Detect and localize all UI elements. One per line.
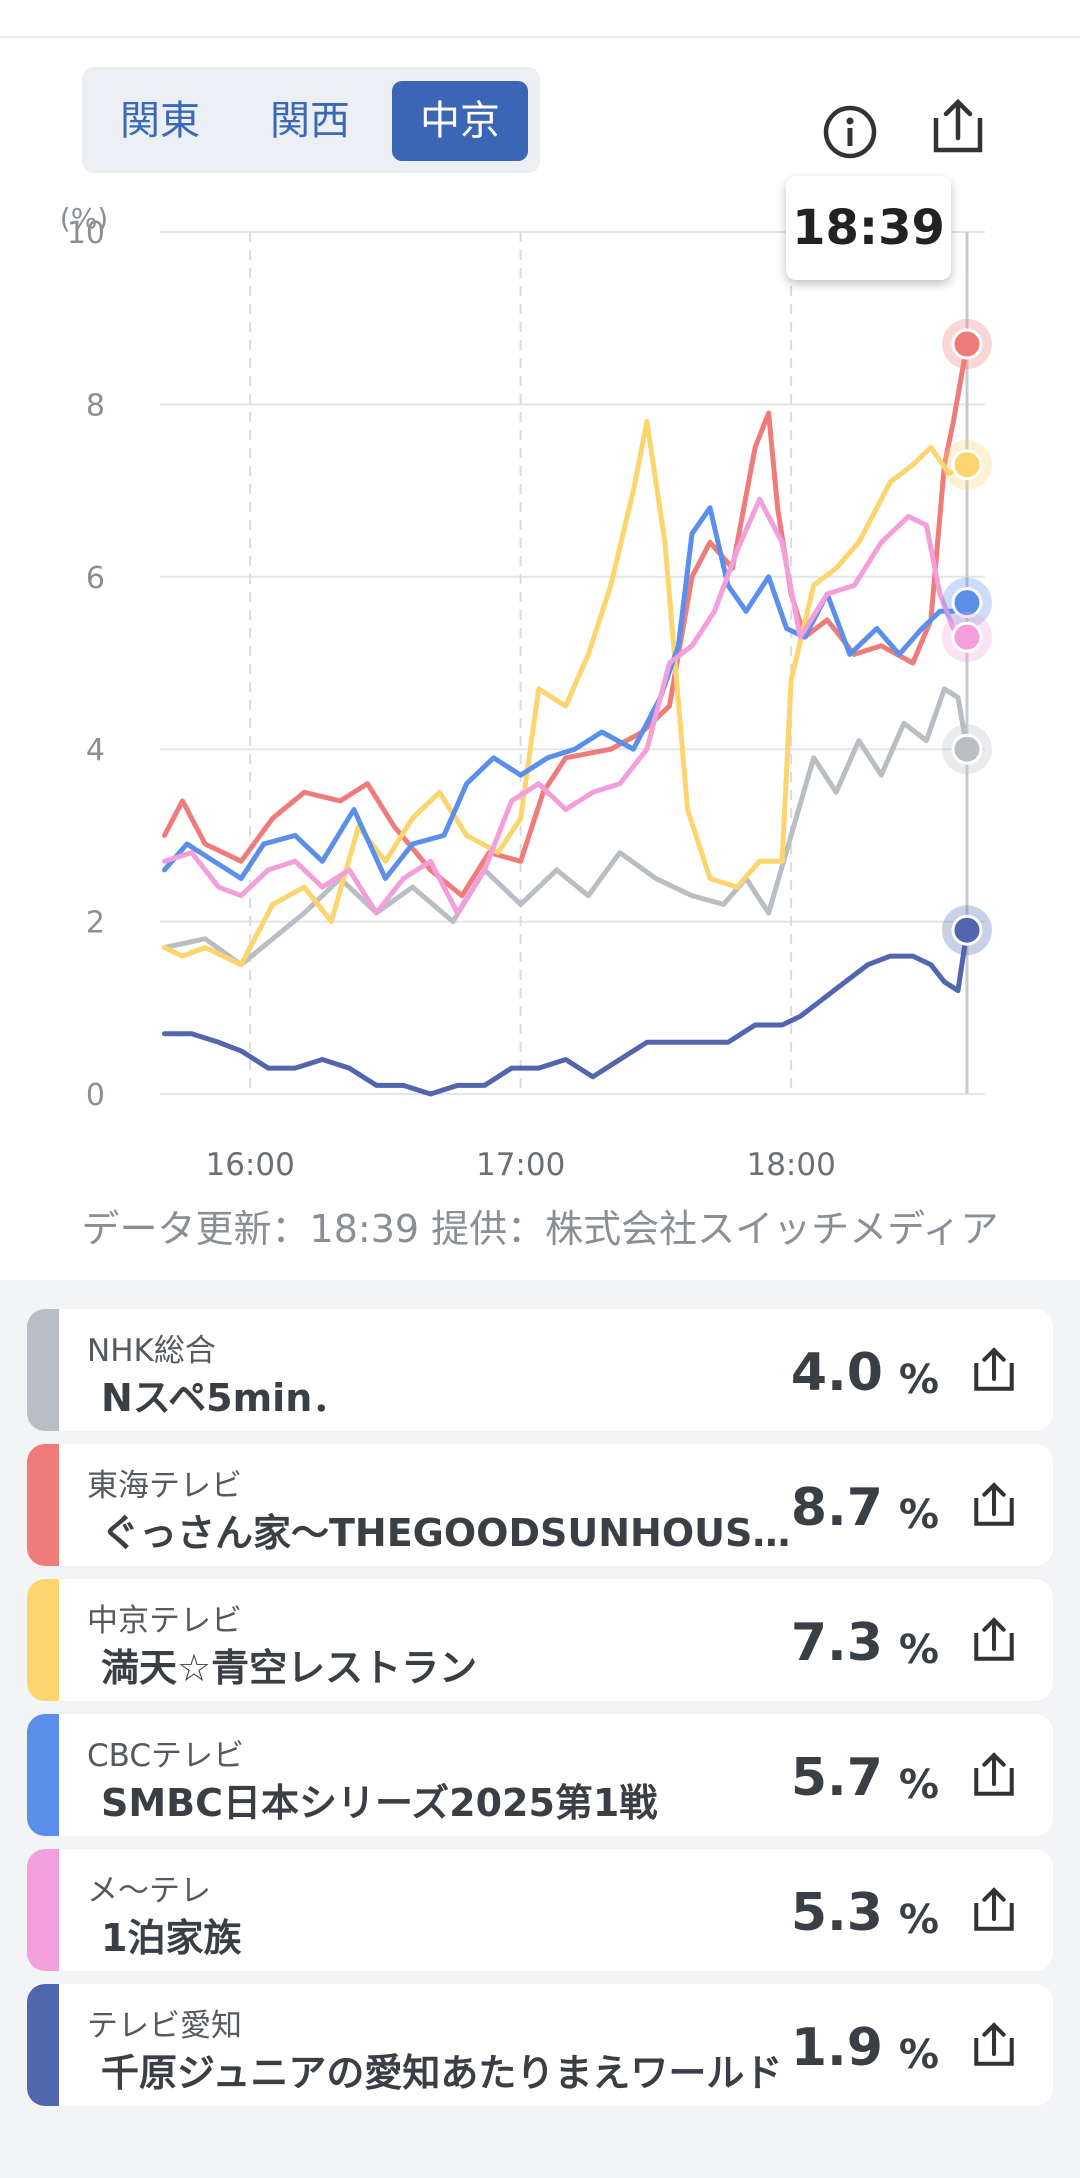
x-tick-label: 16:00 xyxy=(205,1147,294,1183)
series-line xyxy=(162,927,970,1097)
series-line xyxy=(162,419,970,968)
channel-card-nhk[interactable]: NHK総合 Nスペ5min． 4.0 % xyxy=(27,1309,1053,1431)
y-tick-label: 2 xyxy=(86,906,105,941)
channel-card-metele[interactable]: メ〜テレ 1泊家族 5.3 % xyxy=(27,1849,1053,1971)
series-end-marker xyxy=(951,621,983,653)
channel-card-tvaichi[interactable]: テレビ愛知 千原ジュニアの愛知あたりまえワールド 1.9 % xyxy=(27,1984,1053,2106)
series-end-marker xyxy=(951,328,983,360)
channel-color-bar xyxy=(27,1579,59,1701)
station-name: 中京テレビ xyxy=(87,1603,242,1639)
rating-value: 8.7 xyxy=(790,1478,883,1538)
series-line xyxy=(162,505,970,881)
rating-unit: % xyxy=(898,1762,939,1808)
tab-kanto[interactable]: 関東 xyxy=(120,98,200,144)
program-title: 1泊家族 xyxy=(101,1916,242,1960)
region-tabs: 関東 関西 中京 xyxy=(82,67,540,173)
station-name: メ〜テレ xyxy=(87,1873,211,1909)
y-tick-label: 10 xyxy=(67,216,105,251)
y-tick-label: 6 xyxy=(86,561,105,596)
series-end-marker xyxy=(951,914,983,946)
series-end-marker xyxy=(951,733,983,765)
rating-unit: % xyxy=(898,1627,939,1673)
share-icon[interactable] xyxy=(965,1342,1023,1400)
rating-unit: % xyxy=(898,1492,939,1538)
rating-unit: % xyxy=(898,1897,939,1943)
tab-chukyo[interactable]: 中京 xyxy=(392,81,528,161)
rating-value: 7.3 xyxy=(790,1613,883,1673)
series-end-marker xyxy=(951,449,983,481)
channel-list: NHK総合 Nスペ5min． 4.0 % 東海テレビ ぐっさん家〜THEGOOD… xyxy=(0,1280,1080,2178)
y-tick-label: 4 xyxy=(86,733,105,768)
series-line xyxy=(162,341,970,899)
x-tick-label: 17:00 xyxy=(476,1147,565,1183)
share-icon[interactable] xyxy=(922,92,994,164)
channel-color-bar xyxy=(27,1309,59,1431)
share-icon[interactable] xyxy=(965,1477,1023,1535)
share-icon[interactable] xyxy=(965,2017,1023,2075)
rating-value: 5.3 xyxy=(790,1883,883,1943)
x-tick-label: 18:00 xyxy=(746,1147,835,1183)
share-icon[interactable] xyxy=(965,1612,1023,1670)
rating-value: 1.9 xyxy=(790,2018,883,2078)
station-name: NHK総合 xyxy=(87,1333,216,1369)
data-credit: データ更新：18:39 提供：株式会社スイッチメディア xyxy=(81,1207,999,1251)
series-end-marker xyxy=(951,587,983,619)
rating-unit: % xyxy=(898,2032,939,2078)
channel-card-tokai[interactable]: 東海テレビ ぐっさん家〜THEGOODSUNHOUSE〜 8.7 % xyxy=(27,1444,1053,1566)
channel-color-bar xyxy=(27,1849,59,1971)
ratings-chart: 0 2 4 6 8 10 (%) 16:00 17:00 18:00 xyxy=(0,190,1080,1230)
time-tooltip: 18:39 xyxy=(786,176,951,280)
info-icon[interactable] xyxy=(814,96,886,168)
station-name: CBCテレビ xyxy=(87,1738,245,1774)
series-line xyxy=(162,686,970,968)
program-title: SMBC日本シリーズ2025第1戦 xyxy=(101,1781,658,1825)
y-tick-label: 8 xyxy=(86,388,105,423)
channel-color-bar xyxy=(27,1714,59,1836)
rating-value: 4.0 xyxy=(790,1343,883,1403)
station-name: 東海テレビ xyxy=(87,1468,242,1504)
program-title: ぐっさん家〜THEGOODSUNHOUSE〜 xyxy=(101,1511,811,1555)
top-divider xyxy=(0,36,1080,38)
series-line xyxy=(162,496,970,916)
rating-unit: % xyxy=(898,1357,939,1403)
program-title: 満天☆青空レストラン xyxy=(101,1646,478,1690)
station-name: テレビ愛知 xyxy=(87,2008,242,2044)
tab-kansai[interactable]: 関西 xyxy=(270,98,350,144)
y-axis-unit: (%) xyxy=(60,202,108,235)
program-title: Nスペ5min． xyxy=(101,1376,351,1420)
channel-color-bar xyxy=(27,1444,59,1566)
program-title: 千原ジュニアの愛知あたりまえワールド xyxy=(101,2051,783,2095)
share-icon[interactable] xyxy=(965,1882,1023,1940)
rating-value: 5.7 xyxy=(790,1748,883,1808)
share-icon[interactable] xyxy=(965,1747,1023,1805)
channel-card-chukyo[interactable]: 中京テレビ 満天☆青空レストラン 7.3 % xyxy=(27,1579,1053,1701)
y-tick-label: 0 xyxy=(86,1078,105,1113)
channel-color-bar xyxy=(27,1984,59,2106)
channel-card-cbc[interactable]: CBCテレビ SMBC日本シリーズ2025第1戦 5.7 % xyxy=(27,1714,1053,1836)
